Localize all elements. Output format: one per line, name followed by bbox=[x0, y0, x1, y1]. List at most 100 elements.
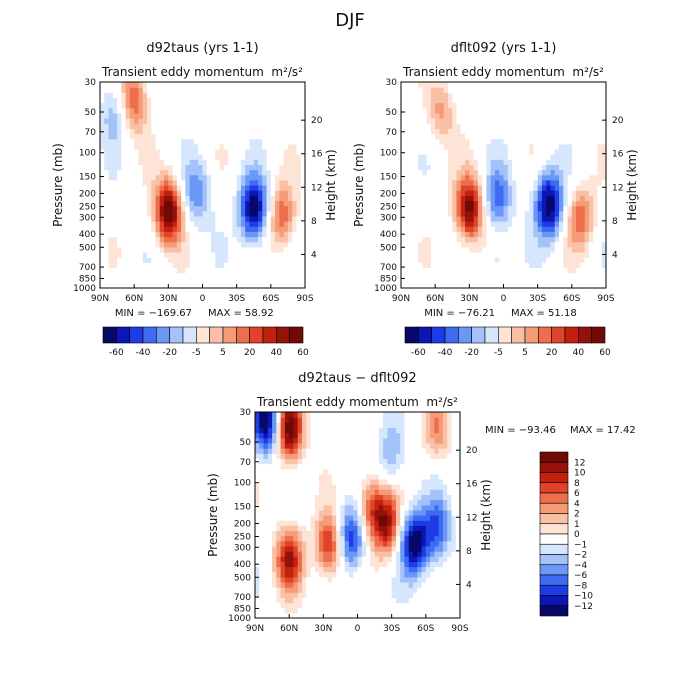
contour-cell bbox=[297, 566, 303, 573]
contour-cell bbox=[142, 179, 148, 186]
contour-cell bbox=[301, 530, 307, 537]
contour-cell bbox=[215, 257, 221, 263]
contour-cell bbox=[306, 597, 312, 604]
contour-cell bbox=[405, 205, 411, 212]
contour-cell bbox=[198, 164, 204, 171]
contour-cell bbox=[490, 272, 496, 279]
contour-cell bbox=[245, 205, 251, 212]
contour-cell bbox=[189, 164, 195, 171]
colorbar-label: -60 bbox=[109, 348, 124, 358]
contour-cell bbox=[319, 509, 324, 516]
contour-cell bbox=[571, 128, 577, 135]
contour-cell bbox=[541, 82, 547, 88]
contour-cell bbox=[503, 107, 509, 114]
contour-cell bbox=[129, 251, 135, 258]
contour-cell bbox=[409, 87, 415, 93]
x-tick-label: 90S bbox=[597, 294, 614, 304]
contour-cell bbox=[584, 102, 590, 109]
contour-cell bbox=[276, 422, 282, 429]
contour-cell bbox=[263, 484, 269, 490]
contour-cell bbox=[289, 576, 295, 583]
contour-cell bbox=[276, 597, 282, 604]
contour-cell bbox=[422, 251, 428, 258]
contour-cell bbox=[236, 267, 242, 274]
contour-cell bbox=[469, 282, 475, 289]
contour-cell bbox=[198, 148, 204, 155]
contour-cell bbox=[297, 556, 303, 562]
contour-cell bbox=[559, 87, 564, 93]
contour-cell bbox=[520, 251, 526, 258]
contour-cell bbox=[588, 123, 594, 129]
contour-cell bbox=[301, 473, 307, 480]
contour-cell bbox=[296, 215, 302, 222]
contour-cell bbox=[486, 148, 492, 155]
contour-cell bbox=[300, 215, 306, 222]
contour-cell bbox=[494, 272, 500, 279]
contour-cell bbox=[348, 427, 354, 434]
colorbar-label: -20 bbox=[162, 348, 177, 358]
contour-cell bbox=[279, 272, 285, 279]
contour-cell bbox=[151, 190, 157, 196]
contour-cell bbox=[185, 138, 191, 145]
contour-cell bbox=[104, 112, 110, 119]
contour-cell bbox=[168, 277, 174, 284]
contour-cell bbox=[159, 164, 165, 171]
contour-cell bbox=[219, 210, 225, 217]
contour-cell bbox=[306, 520, 312, 526]
contour-cell bbox=[193, 267, 199, 274]
contour-cell bbox=[482, 236, 488, 243]
contour-cell bbox=[267, 463, 273, 470]
contour-cell bbox=[134, 272, 140, 279]
contour-cell bbox=[164, 272, 169, 279]
contour-cell bbox=[202, 236, 208, 243]
contour-cell bbox=[507, 241, 513, 248]
contour-cell bbox=[108, 272, 114, 279]
contour-cell bbox=[146, 92, 152, 99]
contour-cell bbox=[176, 97, 182, 104]
contour-cell bbox=[245, 195, 251, 202]
contour-cell bbox=[533, 143, 539, 150]
contour-cell bbox=[435, 112, 441, 119]
contour-cell bbox=[597, 118, 603, 124]
contour-cell bbox=[289, 561, 295, 568]
contour-cell bbox=[348, 463, 354, 470]
contour-cell bbox=[189, 87, 195, 93]
contour-cell bbox=[490, 221, 496, 227]
contour-cell bbox=[306, 437, 312, 444]
contour-cell bbox=[262, 118, 268, 124]
contour-cell bbox=[228, 169, 233, 176]
contour-cell bbox=[340, 515, 346, 521]
contour-cell bbox=[418, 102, 423, 109]
y-tick-label: 250 bbox=[79, 203, 96, 213]
contour-cell bbox=[296, 174, 302, 181]
contour-cell bbox=[422, 118, 428, 124]
contour-cell bbox=[520, 102, 526, 109]
contour-cell bbox=[340, 448, 346, 454]
contour-cell bbox=[405, 241, 411, 248]
contour-cell bbox=[279, 154, 285, 160]
contour-cell bbox=[292, 92, 298, 99]
contour-cell bbox=[206, 164, 212, 171]
contour-cell bbox=[134, 123, 140, 129]
contour-cell bbox=[293, 422, 299, 429]
contour-cell bbox=[255, 463, 260, 470]
contour-cell bbox=[503, 226, 509, 232]
contour-cell bbox=[593, 251, 599, 258]
contour-cell bbox=[155, 128, 161, 135]
colorbar-swatch bbox=[182, 326, 197, 344]
contour-cell bbox=[176, 159, 182, 165]
contour-cell bbox=[146, 123, 152, 129]
contour-cell bbox=[193, 195, 199, 202]
contour-cell bbox=[284, 540, 290, 547]
contour-cell bbox=[520, 185, 526, 191]
contour-cell bbox=[253, 257, 259, 263]
contour-cell bbox=[447, 143, 453, 150]
contour-cell bbox=[100, 236, 105, 243]
contour-cell bbox=[138, 174, 144, 181]
contour-cell bbox=[336, 417, 342, 423]
contour-cell bbox=[228, 174, 233, 181]
contour-cell bbox=[310, 581, 316, 588]
contour-cell bbox=[473, 164, 479, 171]
contour-cell bbox=[546, 118, 552, 124]
contour-cell bbox=[516, 200, 522, 207]
